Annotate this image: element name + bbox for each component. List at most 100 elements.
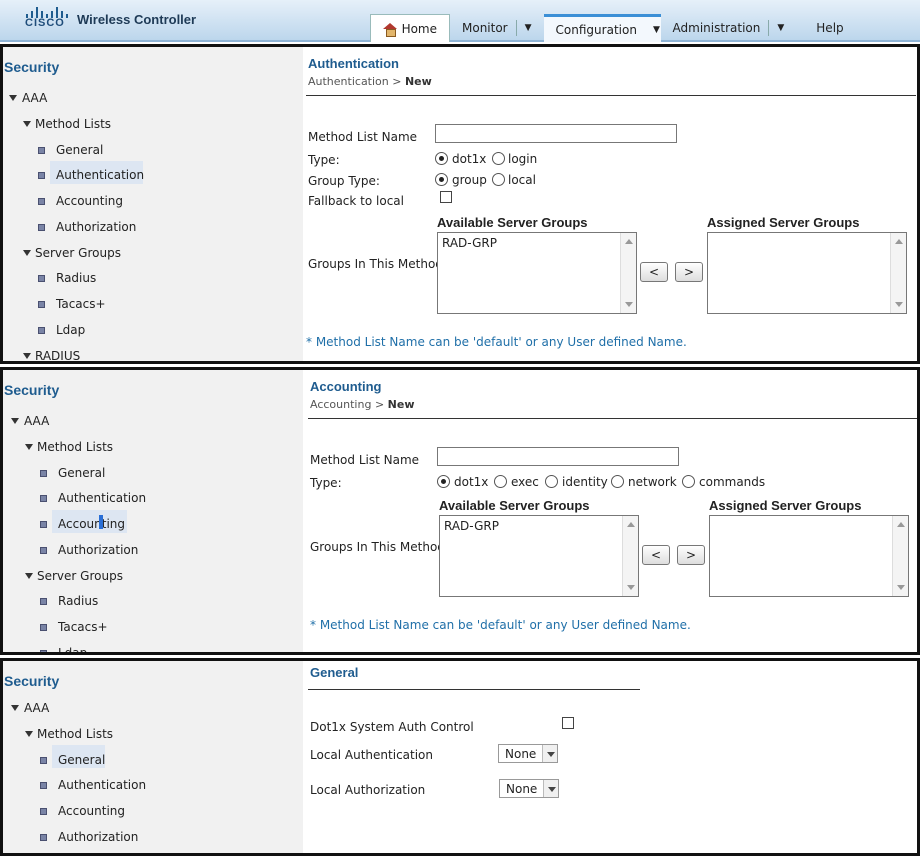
available-groups-header: Available Server Groups [437, 215, 588, 230]
expand-triangle-icon[interactable] [23, 121, 31, 127]
method-list-name-input[interactable] [435, 124, 677, 143]
chevron-down-icon[interactable] [543, 780, 558, 797]
hint-text: * Method List Name can be 'default' or a… [306, 335, 687, 349]
sidebar-item-method-lists[interactable]: Method Lists [35, 117, 112, 131]
top-bar: CISCO Wireless Controller Home Monitor ▼ … [0, 0, 920, 42]
remove-group-button[interactable]: < [640, 262, 668, 282]
nav-monitor[interactable]: Monitor ▼ [462, 20, 532, 36]
sidebar-item-tacacs[interactable]: Tacacs+ [58, 620, 108, 634]
bullet-icon [38, 172, 45, 179]
sidebar-item-authentication[interactable]: Authentication [56, 168, 145, 182]
list-item[interactable]: RAD-GRP [442, 236, 497, 250]
scrollbar[interactable] [620, 233, 636, 313]
sidebar-item-general[interactable]: General [58, 466, 106, 480]
nav-help[interactable]: Help [816, 21, 844, 35]
sidebar-item-ldap[interactable]: Ldap [58, 646, 88, 655]
radio-group[interactable] [435, 173, 448, 186]
available-groups-list[interactable]: RAD-GRP [439, 515, 639, 597]
hint-text: * Method List Name can be 'default' or a… [310, 618, 691, 632]
sidebar-item-tacacs[interactable]: Tacacs+ [56, 297, 106, 311]
sidebar-selection [52, 510, 127, 533]
local-authorization-select[interactable]: None [499, 779, 559, 798]
method-list-name-input[interactable] [437, 447, 679, 466]
groups-in-method-label: Groups In This Method [308, 257, 443, 271]
remove-group-button[interactable]: < [642, 545, 670, 565]
scrollbar[interactable] [890, 233, 906, 313]
bullet-icon [40, 521, 47, 528]
radio-login[interactable] [492, 152, 505, 165]
sidebar: Security AAA Method Lists General Authen… [3, 370, 303, 652]
chevron-down-icon[interactable]: ▼ [777, 23, 785, 33]
sidebar-item-general[interactable]: General [56, 143, 104, 157]
chevron-down-icon[interactable] [542, 745, 557, 762]
general-panel: Security AAA Method Lists General Authen… [0, 658, 920, 856]
radio-network[interactable] [611, 475, 624, 488]
sidebar-item-authentication[interactable]: Authentication [58, 491, 147, 505]
nav-home[interactable]: Home [370, 14, 450, 42]
expand-triangle-icon[interactable] [23, 353, 31, 359]
sidebar-item-authorization[interactable]: Authorization [56, 220, 137, 234]
sidebar-item-accounting[interactable]: Accounting [56, 194, 124, 208]
sidebar-item-aaa[interactable]: AAA [24, 414, 50, 428]
sidebar-item-aaa[interactable]: AAA [22, 91, 48, 105]
radio-dot1x[interactable] [437, 475, 450, 488]
nav-configuration[interactable]: Configuration ▼ [543, 14, 661, 42]
bullet-icon [38, 327, 45, 334]
main-nav: Home Monitor ▼ Configuration ▼ Administrat… [370, 14, 856, 42]
expand-triangle-icon[interactable] [25, 731, 33, 737]
bullet-icon [38, 224, 45, 231]
radio-local[interactable] [492, 173, 505, 186]
chevron-down-icon[interactable]: ▼ [524, 23, 532, 33]
group-type-label: Group Type: [308, 174, 380, 188]
sidebar-item-accounting[interactable]: Accounting [58, 517, 126, 531]
list-item[interactable]: RAD-GRP [444, 519, 499, 533]
breadcrumb: Authentication > New [308, 75, 432, 88]
chevron-down-icon[interactable]: ▼ [652, 24, 660, 35]
radio-commands[interactable] [682, 475, 695, 488]
fallback-checkbox[interactable] [440, 191, 452, 203]
sidebar-item-radius-top[interactable]: RADIUS [35, 349, 81, 363]
sidebar-item-general[interactable]: General [58, 753, 106, 767]
radio-identity[interactable] [545, 475, 558, 488]
scrollbar[interactable] [892, 516, 908, 596]
radio-exec[interactable] [494, 475, 507, 488]
nav-administration[interactable]: Administration ▼ [672, 20, 785, 36]
home-icon [383, 22, 397, 37]
sidebar-item-aaa[interactable]: AAA [24, 701, 50, 715]
add-group-button[interactable]: > [675, 262, 703, 282]
groups-in-method-label: Groups In This Method [310, 540, 445, 554]
add-group-button[interactable]: > [677, 545, 705, 565]
expand-triangle-icon[interactable] [25, 573, 33, 579]
sidebar-item-server-groups[interactable]: Server Groups [37, 569, 123, 583]
bullet-icon [40, 757, 47, 764]
bullet-icon [40, 598, 47, 605]
sidebar-item-ldap[interactable]: Ldap [56, 323, 86, 337]
bullet-icon [38, 301, 45, 308]
sidebar-item-radius[interactable]: Radius [58, 594, 99, 608]
expand-triangle-icon[interactable] [9, 95, 17, 101]
cisco-logo: CISCO [24, 4, 70, 34]
page-title: Accounting [310, 379, 382, 394]
sidebar-item-accounting[interactable]: Accounting [58, 804, 126, 818]
assigned-groups-list[interactable] [709, 515, 909, 597]
local-authentication-select[interactable]: None [498, 744, 558, 763]
sidebar-item-radius[interactable]: Radius [56, 271, 97, 285]
assigned-groups-list[interactable] [707, 232, 907, 314]
expand-triangle-icon[interactable] [11, 705, 19, 711]
sidebar-item-method-lists[interactable]: Method Lists [37, 440, 114, 454]
sidebar-item-server-groups[interactable]: Server Groups [35, 246, 121, 260]
sidebar-item-authorization[interactable]: Authorization [58, 543, 139, 557]
radio-dot1x[interactable] [435, 152, 448, 165]
available-groups-list[interactable]: RAD-GRP [437, 232, 637, 314]
expand-triangle-icon[interactable] [23, 250, 31, 256]
available-groups-header: Available Server Groups [439, 498, 590, 513]
expand-triangle-icon[interactable] [25, 444, 33, 450]
dot1x-auth-control-checkbox[interactable] [562, 717, 574, 729]
scrollbar[interactable] [622, 516, 638, 596]
sidebar-item-authentication[interactable]: Authentication [58, 778, 147, 792]
method-list-name-label: Method List Name [308, 130, 418, 144]
sidebar-item-method-lists[interactable]: Method Lists [37, 727, 114, 741]
sidebar-item-authorization[interactable]: Authorization [58, 830, 139, 844]
expand-triangle-icon[interactable] [11, 418, 19, 424]
fallback-label: Fallback to local [308, 194, 404, 208]
